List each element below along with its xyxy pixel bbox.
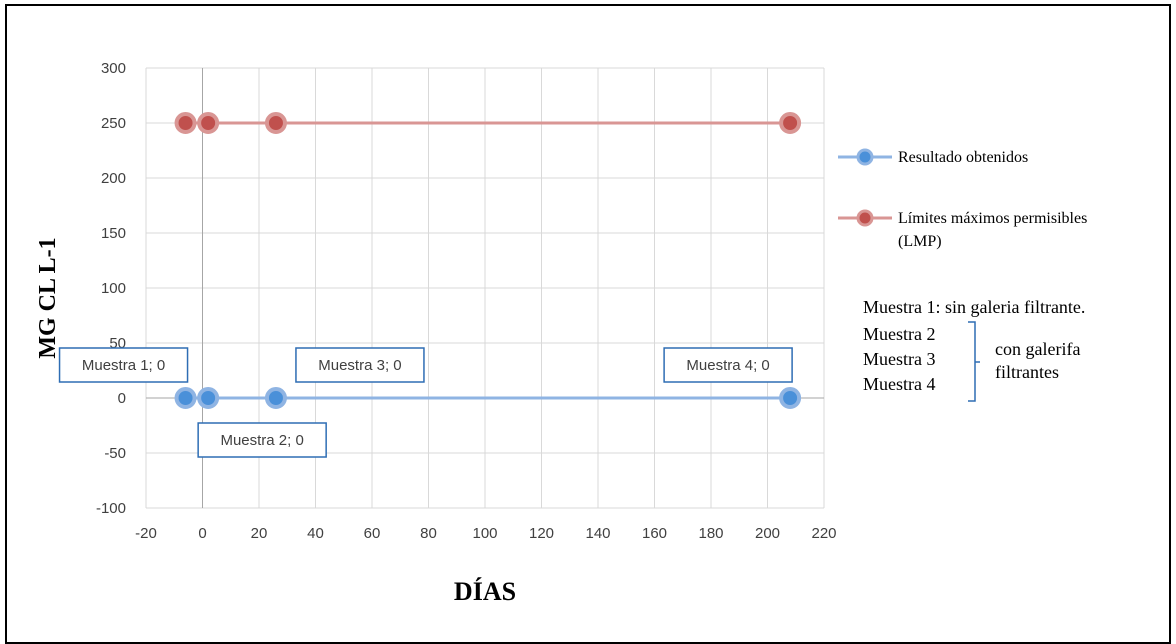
annotation: Muestra 1: sin galeria filtrante. Muestra… [863,297,1085,402]
data-label: Muestra 3; 0 [318,357,401,374]
data-label-box [58,347,189,383]
y-tick-label: 0 [118,390,126,407]
y-tick-label: 150 [101,225,126,242]
x-axis-title: DÍAS [454,577,516,606]
x-tick-label: 220 [811,525,836,542]
data-point [264,112,287,134]
legend: Resultado obtenidos Límites máximos permi… [838,148,1087,250]
y-tick-label: 200 [101,170,126,187]
data-label: Muestra 2; 0 [220,432,303,449]
annotation-line: Muestra 1: sin galeria filtrante. [863,297,1085,317]
data-label: Muestra 4; 0 [686,357,769,374]
data-point [197,112,220,134]
x-tick-label: 140 [585,525,610,542]
x-tick-label: 40 [307,525,324,542]
x-tick-label: -20 [135,525,157,542]
grid [145,67,825,509]
x-tick-label: 200 [755,525,780,542]
data-point [174,387,197,409]
annotation-bracket [968,321,980,402]
x-tick-label: 120 [529,525,554,542]
annotation-group-label-line2: filtrantes [995,362,1059,382]
x-tick-label: 60 [364,525,381,542]
x-tick-label: 100 [472,525,497,542]
annotation-group-item: Muestra 4 [863,374,935,394]
x-tick-label: 80 [420,525,437,542]
x-tick-label: 20 [251,525,268,542]
legend-label: Límites máximos permisibles [898,210,1087,227]
legend-label: Resultado obtenidos [898,149,1028,166]
annotation-group-item: Muestra 3 [863,349,935,369]
y-tick-label: 250 [101,115,126,132]
data-point [264,387,287,409]
annotation-group-label: con galerifa [995,339,1080,359]
data-label-box [663,347,793,383]
data-label: Muestra 1; 0 [82,357,165,374]
data-point [779,387,802,409]
annotation-group-item: Muestra 2 [863,324,935,344]
legend-marker [856,209,874,227]
y-axis-title: MG CL L-1 [35,237,61,358]
x-tick-label: 160 [642,525,667,542]
data-labels: Muestra 1; 0 Muestra 2; 0 Muestra 3; 0 Mues… [58,347,793,458]
series-layer [174,112,802,409]
data-point [779,112,802,134]
y-tick-label: -50 [104,445,126,462]
x-tick-label: 0 [198,525,206,542]
data-point [197,387,220,409]
y-tick-label: -100 [96,500,126,517]
x-tick-label: 180 [698,525,723,542]
y-tick-label: 300 [101,60,126,77]
data-label-box [295,347,425,383]
legend-marker [856,148,874,166]
data-label-box [197,422,327,458]
legend-label-line2: (LMP) [898,233,942,250]
y-tick-label: 100 [101,280,126,297]
data-point [174,112,197,134]
